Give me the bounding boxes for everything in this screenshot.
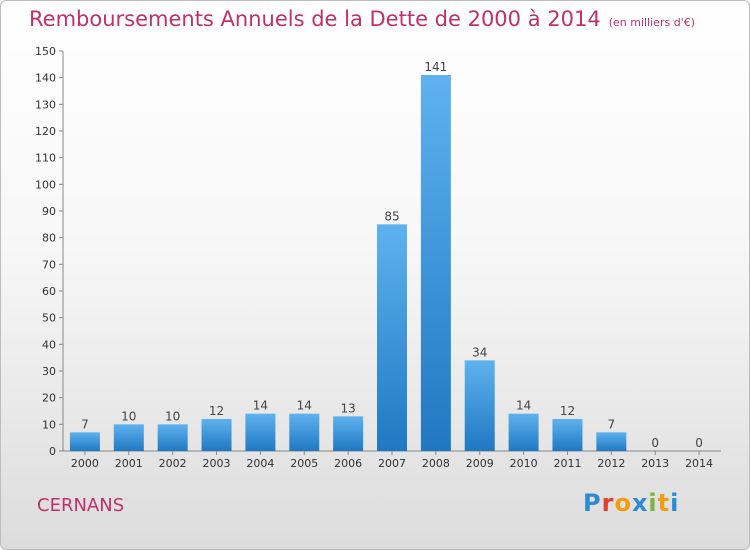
x-tick-label: 2000 (71, 457, 99, 470)
y-tick-label: 150 (35, 45, 56, 58)
place-name: CERNANS (37, 495, 125, 516)
bar (113, 424, 144, 451)
x-tick-label: 2013 (641, 457, 669, 470)
x-tick-label: 2002 (159, 457, 187, 470)
proxiti-logo: Proxiti (583, 489, 679, 517)
bar (245, 413, 276, 451)
x-tick-label: 2010 (510, 457, 538, 470)
bar (69, 432, 100, 451)
value-label: 14 (253, 399, 268, 413)
value-label: 7 (608, 417, 616, 431)
x-tick-label: 2004 (246, 457, 274, 470)
value-label: 14 (516, 399, 531, 413)
x-tick-label: 2012 (597, 457, 625, 470)
x-tick-label: 2008 (422, 457, 450, 470)
bar (596, 432, 627, 451)
x-tick-label: 2009 (466, 457, 494, 470)
value-label: 12 (560, 404, 575, 418)
y-tick-label: 20 (42, 392, 56, 405)
logo-letter: r (601, 489, 615, 517)
y-tick-label: 80 (42, 232, 56, 245)
bar (333, 416, 364, 451)
y-tick-label: 120 (35, 125, 56, 138)
axes: 0102030405060708090100110120130140150200… (35, 45, 721, 470)
logo-letter: i (648, 489, 658, 517)
bars (69, 75, 627, 451)
y-tick-label: 140 (35, 72, 56, 85)
logo-letter: x (631, 489, 649, 517)
y-tick-label: 10 (42, 418, 56, 431)
y-tick-label: 30 (42, 365, 56, 378)
x-tick-label: 2006 (334, 457, 362, 470)
x-tick-label: 2007 (378, 457, 406, 470)
chart-title: Remboursements Annuels de la Dette de 20… (29, 7, 695, 31)
y-tick-label: 50 (42, 312, 56, 325)
bar (552, 419, 583, 451)
bar (289, 413, 320, 451)
logo-letter: P (583, 489, 602, 517)
chart-title-text: Remboursements Annuels de la Dette de 20… (29, 7, 601, 31)
bar (157, 424, 188, 451)
x-tick-label: 2005 (290, 457, 318, 470)
value-label: 34 (472, 345, 487, 359)
bar (420, 75, 451, 451)
x-tick-label: 2011 (553, 457, 581, 470)
value-label: 10 (165, 409, 180, 423)
y-tick-label: 40 (42, 338, 56, 351)
value-label: 85 (384, 209, 399, 223)
value-label: 141 (424, 60, 447, 74)
y-tick-label: 90 (42, 205, 56, 218)
y-tick-label: 100 (35, 178, 56, 191)
value-label: 0 (695, 436, 703, 450)
bar (464, 360, 495, 451)
logo-letter: o (614, 489, 632, 517)
value-label: 13 (340, 401, 355, 415)
value-label: 10 (121, 409, 136, 423)
value-label: 0 (651, 436, 659, 450)
y-tick-label: 110 (35, 152, 56, 165)
value-label: 7 (81, 417, 89, 431)
y-tick-label: 60 (42, 285, 56, 298)
value-label: 14 (297, 399, 312, 413)
bar (377, 224, 407, 451)
x-tick-label: 2001 (115, 457, 143, 470)
y-tick-label: 0 (49, 445, 56, 458)
x-tick-label: 2003 (203, 457, 231, 470)
bar (201, 419, 232, 451)
x-tick-label: 2014 (685, 457, 713, 470)
logo-letter: t (657, 489, 671, 517)
value-labels: 7 10 10 12 14 14 13 85 141 34 14 12 7 0 0 (81, 60, 703, 450)
bar (508, 413, 539, 451)
logo-letter: i (670, 489, 680, 517)
y-tick-label: 130 (35, 98, 56, 111)
chart-unit: (en milliers d'€) (608, 16, 695, 29)
value-label: 12 (209, 404, 224, 418)
y-tick-label: 70 (42, 258, 56, 271)
